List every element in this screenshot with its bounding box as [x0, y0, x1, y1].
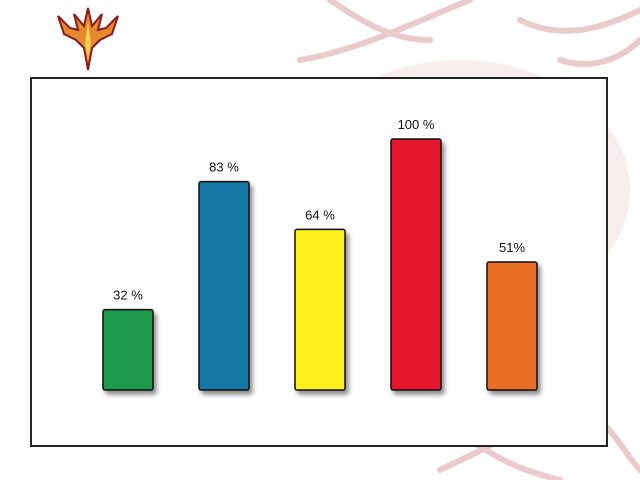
- bar-label-4: 100 %: [398, 117, 435, 132]
- bar-3: [294, 228, 346, 391]
- bar-label-5: 51%: [499, 240, 525, 255]
- bar-1: [102, 308, 154, 391]
- bar-4: [390, 138, 442, 391]
- bar-chart: 32 % 83 % 64 % 100 % 51%: [102, 117, 538, 391]
- bar-5: [486, 261, 538, 391]
- bar-2: [198, 180, 250, 391]
- chart-frame: 32 % 83 % 64 % 100 % 51%: [30, 77, 608, 447]
- bar-label-1: 32 %: [113, 288, 143, 303]
- phoenix-icon: [57, 7, 119, 71]
- bar-label-3: 64 %: [305, 207, 335, 222]
- bar-label-2: 83 %: [209, 160, 239, 175]
